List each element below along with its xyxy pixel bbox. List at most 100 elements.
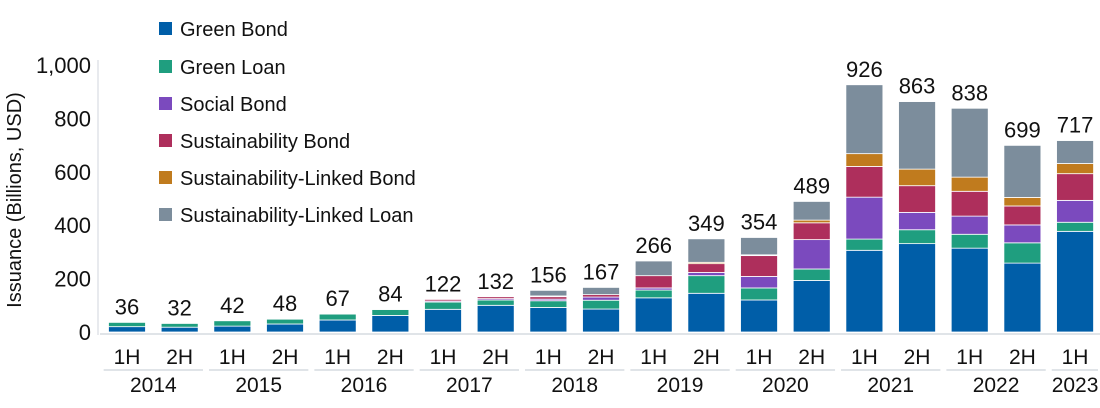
- x-tick-label: 2H: [166, 346, 193, 369]
- bar-segment-sustainability-bond: [476, 296, 515, 300]
- total-data-label: 156: [530, 262, 567, 287]
- bar-segment-green-loan: [898, 229, 936, 245]
- x-year-label: 2017: [446, 374, 493, 397]
- bar-segment-green-loan: [160, 323, 199, 328]
- bar-stack: 167: [582, 259, 620, 333]
- bar-stack: 84: [371, 282, 410, 333]
- bar-stack: 42: [213, 293, 252, 333]
- bar-segment-social-bond: [687, 272, 726, 277]
- legend-swatch: [159, 134, 172, 147]
- y-axis-label: Issuance (Billions, USD): [4, 92, 26, 308]
- bar-segment-green-bond: [1003, 262, 1042, 333]
- bar-segment-green-bond: [108, 326, 146, 333]
- x-tick-label: 1H: [851, 346, 878, 369]
- legend-swatch: [159, 171, 172, 184]
- x-tick-label: 1H: [640, 346, 667, 369]
- bar-segment-sustainability-linked-loan: [529, 289, 568, 297]
- bar-stack: 36: [108, 294, 146, 333]
- total-data-label: 863: [899, 74, 936, 99]
- bar-segment-sustainability-bond: [634, 275, 673, 289]
- bar-segment-green-bond: [950, 247, 989, 333]
- total-data-label: 32: [167, 295, 191, 320]
- x-tick-label: 1H: [535, 346, 562, 369]
- bar-stack: 122: [424, 271, 462, 333]
- bar-stack: 132: [476, 269, 515, 333]
- x-year-label: 2018: [551, 374, 598, 397]
- y-tick-label: 1,000: [36, 53, 91, 78]
- bar-segment-green-loan: [687, 275, 726, 294]
- x-year-label: 2014: [130, 374, 177, 397]
- bar-segment-green-loan: [318, 313, 357, 321]
- bar-segment-green-bond: [213, 325, 252, 333]
- y-tick-label: 600: [54, 160, 91, 185]
- bar-segment-green-bond: [634, 297, 673, 333]
- bar-segment-green-bond: [318, 319, 357, 333]
- bar-segment-sustainability-linked-loan: [1056, 140, 1094, 164]
- legend-label: Green Bond: [180, 19, 288, 41]
- total-data-label: 926: [846, 57, 883, 82]
- legend-item: Sustainability-Linked Bond: [159, 168, 416, 190]
- bar-segment-social-bond: [1056, 199, 1094, 223]
- bar-segment-green-bond: [476, 304, 515, 333]
- x-tick-label: 1H: [324, 346, 351, 369]
- bar-segment-sustainability-linked-bond: [1056, 163, 1094, 175]
- legend-item: Sustainability Bond: [159, 131, 350, 153]
- x-year-label: 2022: [973, 374, 1020, 397]
- bar-segment-sustainability-linked-bond: [792, 219, 831, 224]
- legend-label: Sustainability-Linked Bond: [180, 168, 416, 190]
- x-tick-label: 1H: [430, 346, 457, 369]
- bar-segment-sustainability-linked-bond: [1003, 197, 1042, 207]
- x-tick-label: 2H: [377, 346, 404, 369]
- bar-segment-social-bond: [845, 196, 884, 240]
- total-data-label: 42: [220, 293, 244, 318]
- y-tick-label: 0: [79, 320, 91, 345]
- bar-stack: 926: [845, 57, 884, 333]
- x-tick-label: 1H: [746, 346, 773, 369]
- bar-stack: 699: [1003, 117, 1042, 333]
- bar-stack: 863: [898, 74, 936, 333]
- total-data-label: 132: [477, 269, 514, 294]
- total-data-label: 266: [635, 233, 672, 258]
- legend-item: Social Bond: [159, 94, 287, 116]
- legend-label: Sustainability-Linked Loan: [180, 205, 414, 227]
- x-tick-label: 1H: [219, 346, 246, 369]
- total-data-label: 167: [583, 259, 620, 284]
- total-data-label: 349: [688, 211, 725, 236]
- x-tick-label: 1H: [114, 346, 141, 369]
- bar-segment-sustainability-bond: [687, 263, 726, 273]
- bar-segment-sustainability-linked-loan: [898, 101, 936, 170]
- x-year-label: 2019: [657, 374, 704, 397]
- total-data-label: 354: [741, 209, 778, 234]
- bar-segment-green-loan: [634, 289, 673, 299]
- bar-stack: 717: [1056, 113, 1094, 333]
- total-data-label: 838: [951, 80, 988, 105]
- bar-segment-green-loan: [108, 321, 146, 328]
- bar-segment-green-bond: [529, 307, 568, 333]
- total-data-label: 36: [115, 294, 139, 319]
- bar-segment-sustainability-linked-bond: [950, 176, 989, 192]
- x-tick-label: 2H: [798, 346, 825, 369]
- bar-segment-sustainability-bond: [1003, 205, 1042, 226]
- bar-segment-green-bond: [845, 249, 884, 333]
- bar-segment-sustainability-bond: [424, 299, 462, 302]
- bar-segment-sustainability-linked-loan: [634, 260, 673, 277]
- x-year-label: 2023: [1052, 374, 1099, 397]
- bar-segment-sustainability-linked-loan: [687, 238, 726, 263]
- bar-segment-green-loan: [1056, 221, 1094, 232]
- x-tick-label: 2H: [272, 346, 299, 369]
- bar-segment-green-bond: [792, 280, 831, 333]
- bar-segment-sustainability-linked-loan: [792, 201, 831, 221]
- total-data-label: 48: [273, 291, 297, 316]
- x-tick-label: 2H: [1009, 346, 1036, 369]
- bars: 36 32 42 48 67 84 122 132 156 167 266 349 354 489 926 8…: [108, 57, 1094, 333]
- bar-stack: 156: [529, 262, 568, 333]
- x-year-label: 2016: [341, 374, 388, 397]
- bar-segment-green-loan: [371, 309, 410, 316]
- bar-segment-sustainability-linked-loan: [1003, 144, 1042, 198]
- bar-segment-green-loan: [582, 299, 620, 310]
- bar-segment-green-loan: [529, 300, 568, 308]
- bar-segment-sustainability-bond: [740, 254, 778, 277]
- bar-segment-green-loan: [740, 287, 778, 301]
- x-axis: 1H 2H 1H 2H 1H 2H 1H 2H 1H 2H 1H 2H 1H 2H 1H 2H 1H 2H 1H 20…: [100, 333, 1100, 397]
